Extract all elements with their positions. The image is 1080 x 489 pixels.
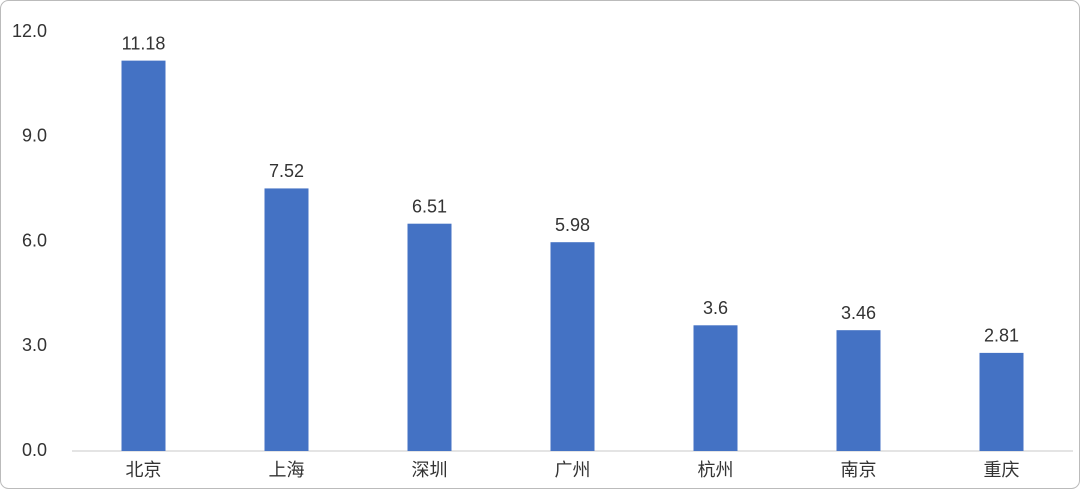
- data-label: 7.52: [269, 161, 304, 181]
- bar: [836, 330, 881, 451]
- data-label: 3.46: [841, 303, 876, 323]
- data-label: 6.51: [412, 196, 447, 216]
- bar: [407, 223, 452, 451]
- x-tick-label: 重庆: [984, 460, 1020, 480]
- x-tick-label: 杭州: [698, 460, 734, 480]
- x-tick-label: 上海: [269, 460, 305, 480]
- y-tick-label: 12.0: [12, 21, 47, 41]
- x-tick-label: 广州: [555, 460, 591, 480]
- y-tick-label: 0.0: [22, 440, 47, 460]
- bar: [264, 188, 309, 451]
- data-label: 3.6: [703, 298, 728, 318]
- x-tick-label: 北京: [126, 460, 162, 480]
- y-tick-label: 6.0: [22, 230, 47, 250]
- y-tick-label: 9.0: [22, 126, 47, 146]
- bar: [693, 325, 738, 451]
- data-label: 5.98: [555, 215, 590, 235]
- x-tick-label: 深圳: [412, 460, 448, 480]
- y-tick-label: 3.0: [22, 335, 47, 355]
- data-label: 2.81: [984, 326, 1019, 346]
- data-label: 11.18: [122, 33, 166, 53]
- x-tick-label: 南京: [841, 460, 877, 480]
- bar: [550, 242, 595, 451]
- bar: [121, 60, 166, 452]
- bar: [979, 352, 1024, 451]
